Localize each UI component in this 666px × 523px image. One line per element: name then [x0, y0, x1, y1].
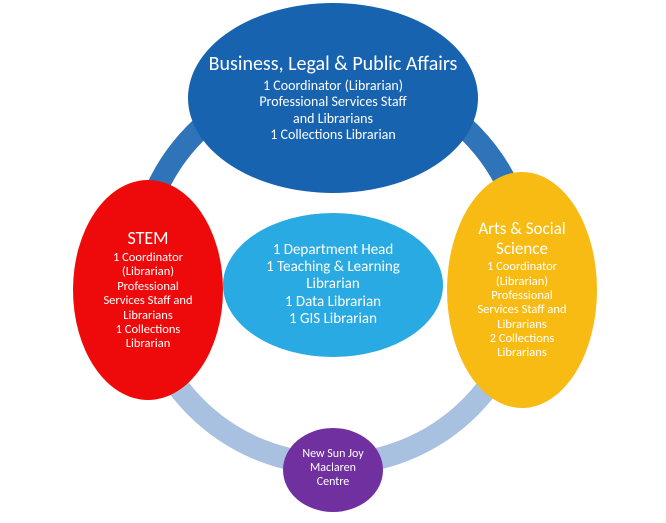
node-left-title: STEM — [127, 228, 168, 249]
node-center: 1 Department Head 1 Teaching & Learning … — [223, 213, 443, 357]
node-left: STEM1 Coordinator (Librarian) Profession… — [73, 180, 223, 400]
node-right-title: Arts & Social Science — [461, 219, 583, 258]
node-right: Arts & Social Science1 Coordinator (Libr… — [447, 172, 597, 408]
node-top-title: Business, Legal & Public Affairs — [209, 53, 458, 76]
node-center-body: 1 Department Head 1 Teaching & Learning … — [266, 242, 400, 328]
node-bottom: New Sun Joy Maclaren Centre — [283, 428, 383, 512]
node-right-body: 1 Coordinator (Librarian) Professional S… — [477, 260, 566, 361]
node-top: Business, Legal & Public Affairs1 Coordi… — [188, 3, 478, 193]
node-left-body: 1 Coordinator (Librarian) Professional S… — [103, 251, 192, 352]
node-top-body: 1 Coordinator (Librarian) Professional S… — [259, 78, 406, 142]
node-bottom-title: New Sun Joy Maclaren Centre — [297, 448, 369, 489]
